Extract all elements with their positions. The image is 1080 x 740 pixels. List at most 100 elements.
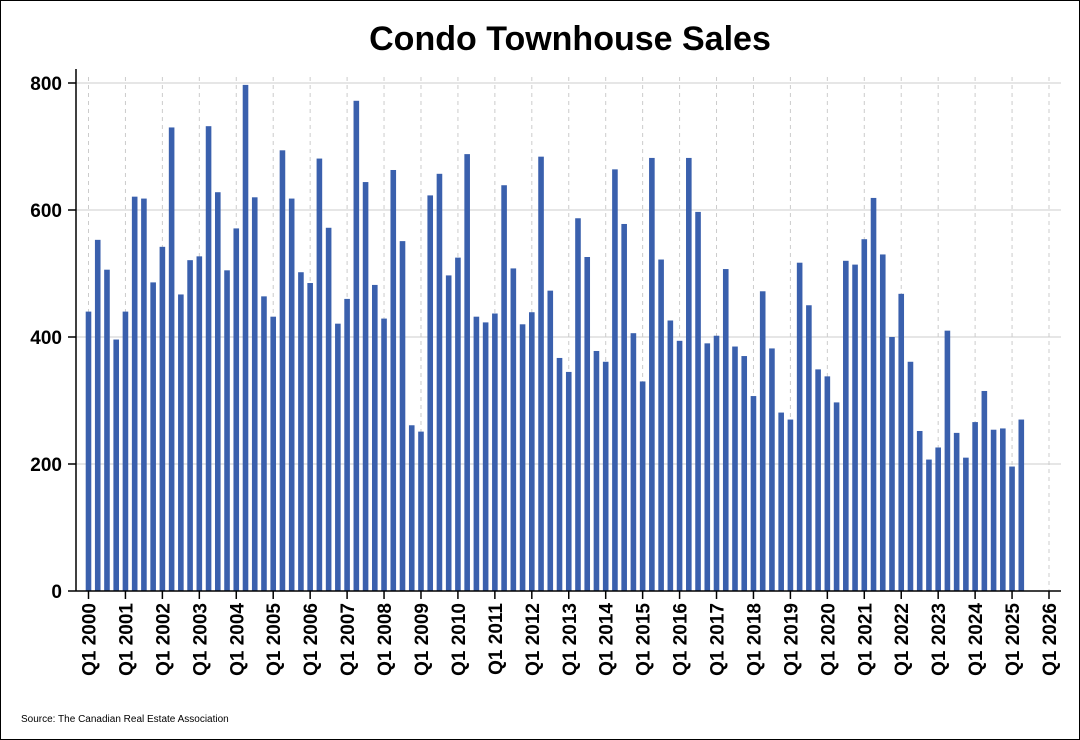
bar	[113, 339, 120, 591]
x-tick-label: Q1 2002	[153, 603, 174, 676]
bar	[168, 127, 175, 591]
bar	[408, 425, 415, 591]
bar	[131, 196, 138, 592]
bar	[833, 402, 840, 591]
bar	[464, 154, 470, 591]
bar	[1000, 428, 1006, 591]
x-tick-label: Q1 2005	[264, 603, 285, 676]
bar	[529, 312, 535, 591]
x-tick-labels: Q1 2000 Q1 2001 Q1 2002 Q1 2003 Q1 2004 Q1 20…	[80, 603, 1062, 676]
bar	[298, 272, 304, 591]
bar	[325, 227, 332, 591]
x-tick-label: Q1 2025	[1003, 603, 1024, 676]
bar	[399, 241, 406, 592]
bar	[778, 412, 784, 591]
bar	[242, 84, 249, 591]
bar	[288, 198, 295, 591]
bar	[178, 294, 184, 591]
bar	[695, 211, 701, 591]
bar	[879, 254, 886, 591]
bar	[122, 311, 129, 591]
x-tick-label: Q1 2013	[560, 603, 581, 676]
bars	[85, 84, 1025, 592]
bar	[732, 346, 738, 591]
x-tick-label: Q1 2017	[708, 603, 729, 676]
bar	[907, 361, 914, 591]
axes	[68, 69, 1061, 599]
bar	[861, 239, 868, 591]
bar	[898, 293, 905, 591]
x-tick-label: Q1 2014	[597, 603, 618, 676]
x-tick-label: Q1 2009	[412, 603, 433, 676]
bar	[621, 223, 627, 591]
bar	[418, 431, 424, 591]
bar	[455, 257, 461, 591]
bar	[316, 158, 323, 591]
bar	[584, 256, 591, 591]
bar	[482, 322, 489, 591]
bar	[796, 262, 803, 591]
x-tick-label: Q1 2022	[892, 603, 913, 676]
bar	[205, 126, 212, 592]
bar	[704, 343, 711, 591]
bar	[214, 192, 221, 591]
x-tick-label: Q1 2016	[671, 603, 692, 676]
bar	[436, 173, 443, 591]
bar	[270, 316, 277, 591]
bar	[547, 290, 554, 591]
bar	[787, 419, 794, 591]
bar	[916, 430, 923, 591]
bar	[510, 268, 517, 591]
x-tick-label: Q1 2003	[190, 603, 211, 676]
bar	[658, 259, 664, 591]
x-tick-label: Q1 2001	[116, 603, 137, 676]
x-tick-label: Q1 2012	[523, 603, 544, 676]
x-tick-label: Q1 2004	[227, 603, 248, 676]
bar	[676, 340, 683, 591]
bar	[944, 330, 951, 591]
bar	[94, 239, 101, 591]
x-tick-label: Q1 2000	[80, 603, 101, 676]
bar	[335, 323, 341, 591]
y-tick-label: 0	[51, 582, 62, 603]
bar	[852, 264, 858, 591]
bar	[538, 156, 544, 591]
bar	[935, 447, 941, 591]
bar	[769, 348, 775, 591]
bar	[372, 284, 378, 591]
bar	[593, 350, 600, 591]
y-tick-label: 400	[30, 328, 62, 349]
bar	[759, 291, 766, 591]
bar	[843, 260, 849, 591]
bar	[492, 313, 498, 591]
y-tick-label: 800	[30, 74, 62, 95]
bar	[990, 429, 997, 591]
bar	[602, 361, 609, 591]
bar	[307, 283, 313, 591]
bar	[159, 246, 166, 591]
bar	[575, 218, 581, 591]
bar	[362, 182, 369, 591]
bar	[353, 100, 360, 591]
bar	[187, 260, 193, 591]
bar	[649, 157, 655, 591]
x-tick-label: Q1 2006	[301, 603, 322, 676]
bar	[85, 311, 92, 591]
bar	[344, 298, 350, 591]
x-tick-label: Q1 2008	[375, 603, 396, 676]
bar	[104, 269, 110, 591]
bar	[972, 422, 978, 591]
bar	[686, 157, 692, 591]
x-tick-label: Q1 2020	[818, 603, 839, 676]
bar	[279, 150, 286, 591]
bar	[390, 169, 397, 591]
x-tick-label: Q1 2011	[486, 603, 507, 675]
bar	[1009, 466, 1015, 591]
y-tick-label: 200	[30, 455, 62, 476]
x-tick-label: Q1 2023	[929, 603, 950, 676]
bar	[722, 269, 729, 591]
bar	[981, 390, 988, 591]
bar	[953, 432, 960, 591]
bar	[501, 185, 507, 592]
